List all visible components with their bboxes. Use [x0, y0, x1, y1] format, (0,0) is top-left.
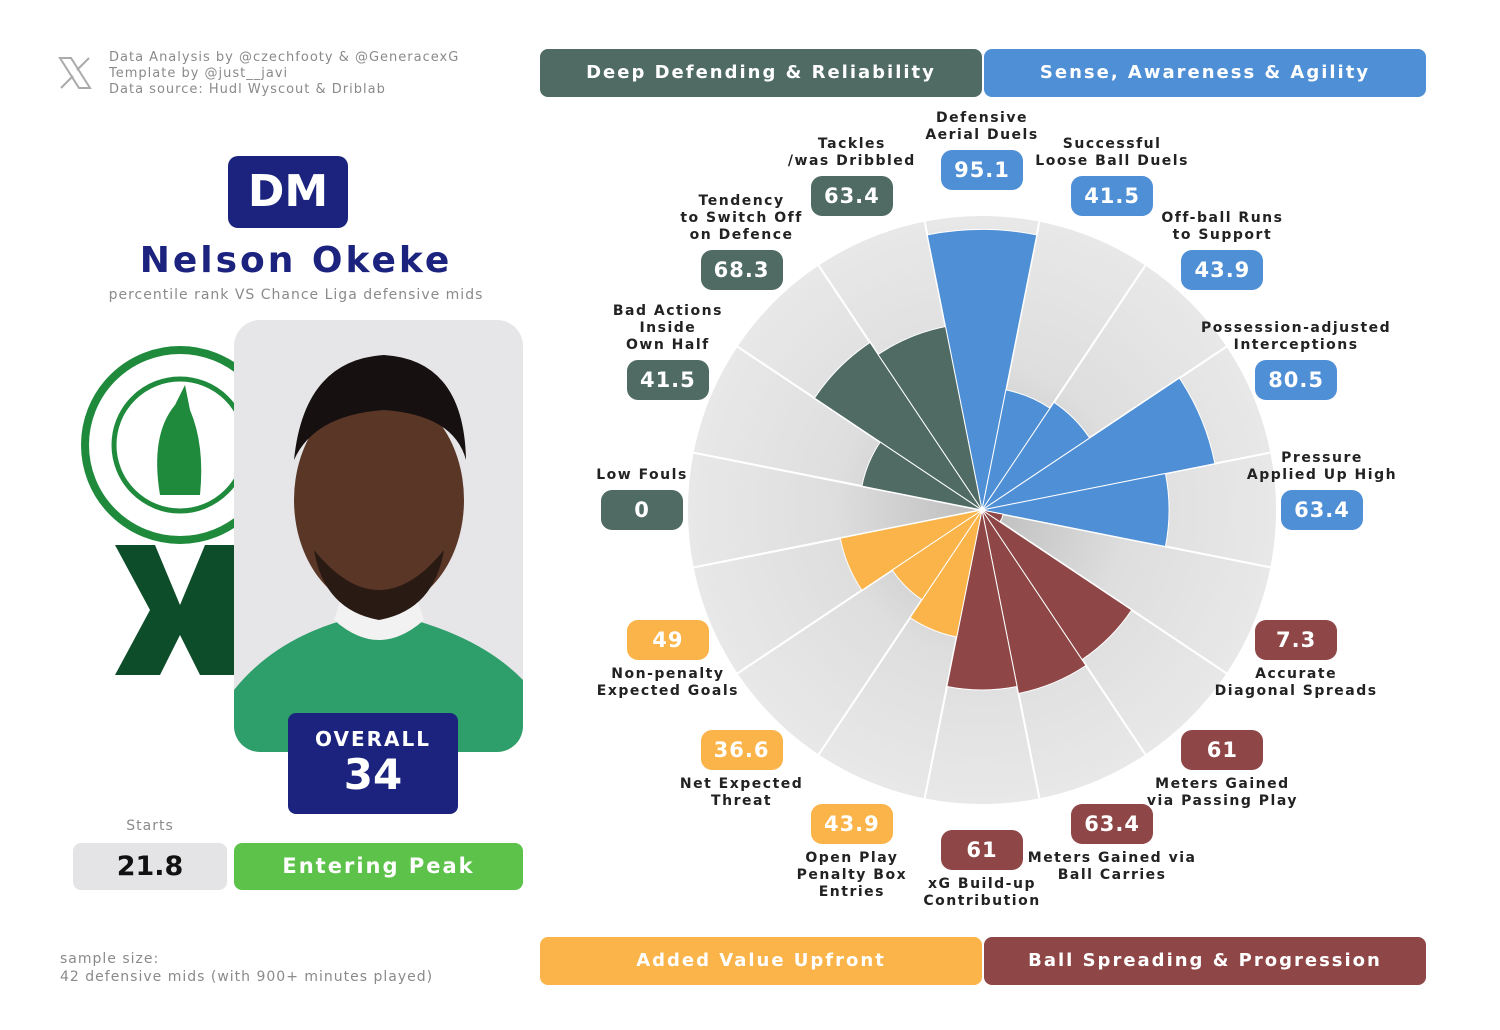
credit-line: Template by @just__javi — [109, 66, 289, 81]
value-label: 63.4 — [810, 175, 893, 216]
value-label: 61 — [941, 830, 1023, 870]
value-label: 43.9 — [1181, 249, 1264, 290]
category-label: Successful Loose Ball Duels — [1035, 135, 1189, 169]
club-logo — [81, 346, 240, 675]
category-label: Bad Actions Inside Own Half — [612, 302, 723, 353]
career-stage: Entering Peak — [234, 843, 523, 890]
category-label: Non-penalty Expected Goals — [596, 666, 739, 700]
overall-box: OVERALL 34 — [288, 713, 458, 814]
value-label: 63.4 — [1071, 804, 1154, 845]
sample-line: 42 defensive mids (with 900+ minutes pla… — [60, 969, 434, 985]
slice-bar — [946, 509, 1018, 691]
player-name: Nelson Okeke — [139, 240, 453, 281]
background-slice — [981, 509, 1273, 676]
player-photo — [234, 320, 523, 752]
slice-bar — [981, 377, 1216, 511]
category-label: Open Play Penalty Box Entries — [796, 850, 908, 901]
slice-bar — [981, 472, 1170, 548]
background-slice — [686, 451, 983, 569]
credit-line: Data Analysis by @czechfooty & @Generace… — [109, 50, 460, 65]
category-label: Meters Gained via Passing Play — [1146, 776, 1298, 810]
sample-line: sample size: — [60, 951, 160, 967]
slice-bar — [877, 325, 983, 511]
value-label: 0 — [601, 490, 683, 530]
position-badge: DM — [228, 156, 348, 228]
category-label: Tackles /was Dribbled — [787, 135, 916, 169]
starts-value: 21.8 — [73, 843, 227, 890]
value-label: 41.5 — [626, 359, 709, 400]
overall-value: 34 — [343, 750, 403, 799]
overall-label: OVERALL — [315, 727, 431, 751]
group-header: Sense, Awareness & Agility — [984, 49, 1426, 97]
sample-size: sample size: 42 defensive mids (with 900… — [60, 950, 433, 986]
group-header: Ball Spreading & Progression — [984, 937, 1426, 985]
category-label: Defensive Aerial Duels — [925, 110, 1039, 143]
x-logo — [58, 57, 92, 89]
starts-label: Starts — [126, 818, 174, 834]
value-label: 36.6 — [700, 730, 783, 771]
value-label: 95.1 — [941, 150, 1023, 190]
value-label: 41.5 — [1071, 175, 1154, 216]
credit-line: Data source: Hudl Wyscout & Driblab — [109, 82, 386, 97]
category-label: Tendency to Switch Off on Defence — [680, 192, 803, 243]
value-label: 68.3 — [700, 249, 783, 290]
category-label: Meters Gained via Ball Carries — [1027, 850, 1197, 884]
category-label: Pressure Applied Up High — [1246, 450, 1398, 483]
subtitle: percentile rank VS Chance Liga defensive… — [108, 287, 484, 303]
category-label: Low Fouls — [596, 467, 688, 483]
credits: Data Analysis by @czechfooty & @Generace… — [109, 50, 459, 98]
value-label: 43.9 — [810, 804, 893, 845]
slice-bar — [813, 341, 983, 511]
category-label: Off-ball Runs to Support — [1161, 209, 1284, 243]
slice-bar — [926, 228, 1038, 511]
value-label: 61 — [1181, 730, 1264, 771]
category-label: Possession-adjusted Interceptions — [1201, 319, 1392, 353]
slice-bar — [839, 509, 983, 592]
value-label: 80.5 — [1255, 359, 1338, 400]
category-label: Accurate Diagonal Spreads — [1214, 666, 1378, 700]
slice-bar — [981, 509, 1087, 695]
photo-silhouette — [234, 355, 523, 752]
value-label: 7.3 — [1255, 620, 1338, 661]
slice-bar — [909, 509, 983, 638]
category-label: xG Build-up Contribution — [923, 876, 1041, 909]
category-label: Net Expected Threat — [679, 776, 804, 810]
group-header: Deep Defending & Reliability — [540, 49, 982, 97]
value-label: 63.4 — [1281, 490, 1363, 530]
group-header: Added Value Upfront — [540, 937, 982, 985]
value-label: 49 — [626, 620, 709, 661]
